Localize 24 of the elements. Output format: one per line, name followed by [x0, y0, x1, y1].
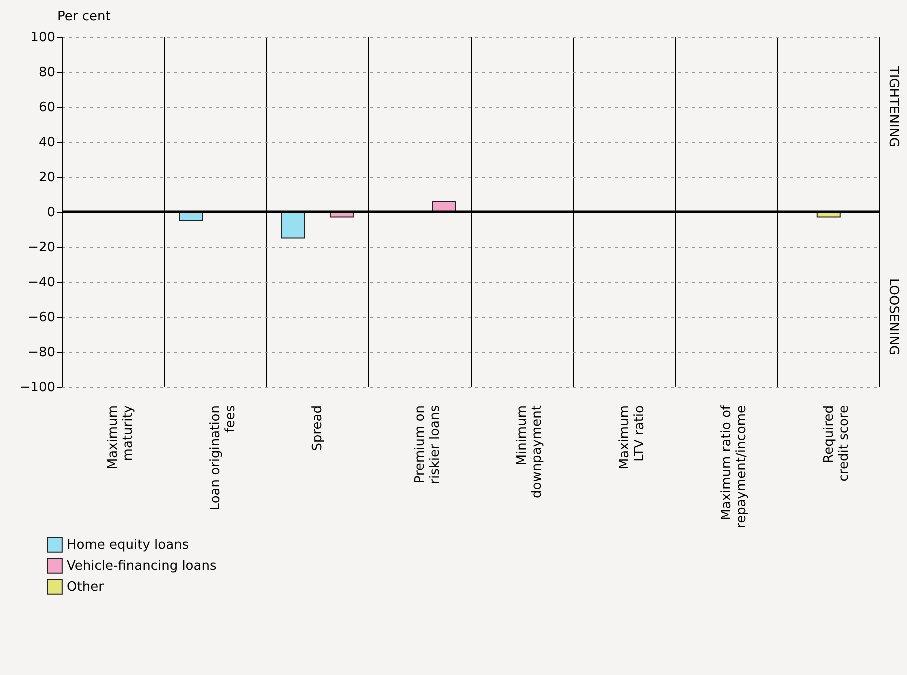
x-tick-label: Spread: [310, 406, 326, 452]
x-tick-label: Maximum ratio of repayment/income: [720, 405, 750, 528]
y-tick-label: −80: [28, 346, 56, 360]
y-tick-label: −20: [28, 240, 56, 256]
y-tick-label: 20: [38, 170, 56, 186]
legend-label: Vehicle-financing loans: [67, 559, 217, 574]
y-tick-label: 0: [47, 206, 56, 220]
y-tick-label: 40: [38, 136, 56, 150]
y-tick-label: 100: [30, 30, 56, 46]
y-tick-label: 80: [38, 66, 56, 80]
x-tick-label: Maximum LTV ratio: [617, 405, 648, 470]
x-tick-label: Loan origination fees: [208, 405, 238, 511]
text: LOOSENING: [886, 278, 901, 356]
legend-label: Home equity loans: [67, 538, 190, 553]
y-tick-label: −60: [28, 310, 56, 326]
x-tick-label: Required credit score: [822, 406, 852, 482]
y-axis-title: Per cent: [58, 10, 111, 24]
y-tick-label: 60: [38, 100, 56, 116]
text: TIGHTENING: [886, 65, 901, 148]
legend-label: Other: [67, 580, 105, 595]
x-tick-label: Maximum maturity: [106, 405, 136, 470]
x-tick-label: Premium on riskier loans: [412, 405, 443, 484]
y-tick-label: −40: [28, 276, 56, 290]
y-tick-label: −100: [20, 380, 56, 396]
